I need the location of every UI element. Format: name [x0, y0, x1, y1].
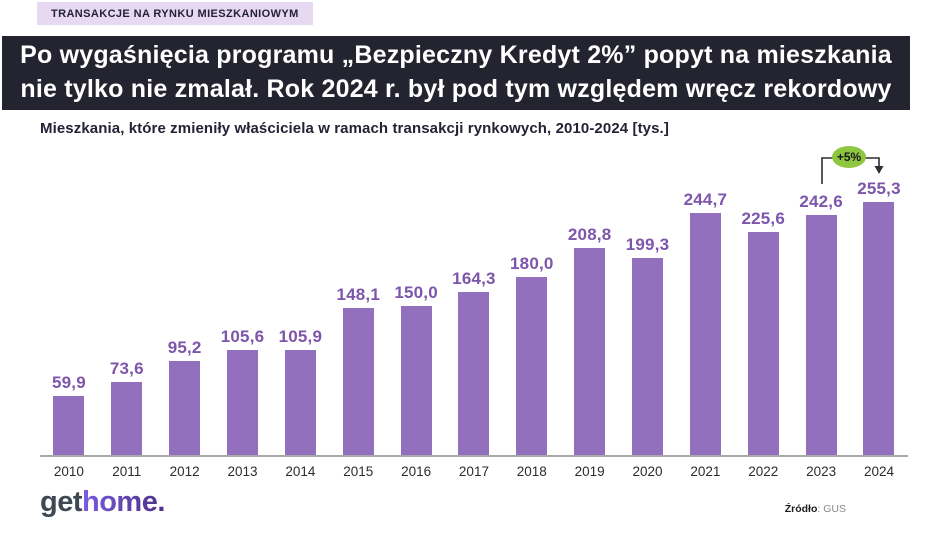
bar-group: 148,1: [329, 150, 387, 455]
bar-group: 105,6: [214, 150, 272, 455]
headline-banner: Po wygaśnięcia programu „Bezpieczny Kred…: [2, 36, 910, 110]
annotation-badge: [832, 146, 866, 168]
bar: [284, 350, 316, 455]
bar-group: 225,6: [734, 150, 792, 455]
bar-value-label: 242,6: [799, 192, 843, 211]
bar: [227, 350, 258, 455]
bar-value-label: 199,3: [625, 235, 670, 254]
source-label: Źródło: [784, 503, 818, 515]
bar-group: 164,3: [445, 150, 503, 455]
x-axis-tick-label: 2013: [227, 464, 258, 479]
x-axis-tick-label: 2014: [285, 464, 316, 479]
x-axis-tick-label: 2021: [690, 464, 721, 479]
bar: [689, 213, 721, 455]
bar-chart: 59,9 73,6 95,2 105,6 105,9 148,1 150,0 164,3 180…: [40, 150, 908, 479]
bar-group: 255,3: [850, 150, 908, 455]
logo-text-get: get: [40, 486, 83, 518]
growth-annotation: +5%: [821, 146, 884, 184]
bar-value-label: 148,1: [336, 285, 380, 304]
bar-value-label: 73,6: [109, 359, 144, 378]
bar: [111, 382, 143, 455]
bar-group: 150,0: [387, 150, 445, 455]
bar-value-label: 225,6: [741, 209, 786, 228]
bar-group: 244,7: [676, 150, 734, 455]
bar-value-label: 244,7: [683, 190, 728, 209]
bar: [400, 306, 432, 455]
bar-group: 180,0: [503, 150, 561, 455]
x-axis-tick-label: 2018: [516, 464, 547, 479]
source-value: : GUS: [817, 503, 846, 515]
bar: [632, 258, 664, 455]
bar-value-label: 255,3: [857, 179, 901, 198]
bar-group: 208,8: [561, 150, 619, 455]
x-axis-ticks: 2010 2011 2012 2013 2014 2015 2016 2017 2018 2019…: [40, 457, 908, 479]
bar-group: 59,9: [40, 150, 98, 455]
bar-value-label: 150,0: [394, 283, 438, 302]
bar: [53, 396, 85, 455]
bar: [747, 232, 779, 455]
bar-value-label: 180,0: [510, 254, 554, 273]
bar-value-label: 105,6: [220, 327, 265, 346]
bar-group: 199,3: [619, 150, 677, 455]
headline-line-1: Po wygaśnięcia programu „Bezpieczny Kred…: [20, 41, 892, 69]
x-axis-tick-label: 2015: [343, 464, 374, 479]
gethome-logo: gethome.: [40, 486, 165, 519]
x-axis-tick-label: 2023: [806, 464, 837, 479]
annotation-arrowhead-icon: [874, 166, 884, 174]
bar: [516, 277, 548, 455]
x-axis-tick-label: 2020: [632, 464, 663, 479]
report-tag-badge: TRANSAKCJE NA RYNKU MIESZKANIOWYM: [37, 2, 313, 25]
bar: [458, 292, 490, 455]
x-axis-tick-label: 2022: [748, 464, 779, 479]
x-axis-tick-label: 2016: [401, 464, 432, 479]
bar: [863, 202, 895, 455]
bar-value-label: 59,9: [51, 373, 86, 392]
x-axis-tick-label: 2017: [458, 464, 489, 479]
x-axis-tick-label: 2019: [574, 464, 605, 479]
annotation-label: +5%: [837, 150, 862, 164]
bar-group: 242,6: [792, 150, 850, 455]
chart-title: Mieszkania, które zmieniły właściciela w…: [40, 120, 669, 137]
x-axis-tick-label: 2024: [863, 464, 894, 479]
bar-group: 105,9: [271, 150, 329, 455]
bar: [805, 215, 837, 455]
logo-text-home: home.: [82, 486, 165, 518]
x-axis-tick-label: 2010: [53, 464, 84, 479]
bar-value-label: 164,3: [452, 269, 496, 288]
x-axis-line: [40, 455, 908, 457]
bar-value-label: 105,9: [278, 327, 323, 346]
bar: [574, 248, 606, 455]
bar: [342, 308, 374, 455]
x-axis-tick-label: 2011: [112, 464, 142, 479]
bar-value-label: 95,2: [167, 338, 202, 357]
bar-group: 73,6: [98, 150, 156, 455]
x-axis-tick-label: 2012: [169, 464, 200, 479]
source-note: Źródło: GUS: [785, 503, 846, 515]
bar: [169, 361, 201, 455]
bar-group: 95,2: [156, 150, 214, 455]
bar-value-label: 208,8: [567, 225, 612, 244]
headline-line-2: nie tylko nie zmalał. Rok 2024 r. był po…: [20, 75, 892, 103]
bars-row: 59,9 73,6 95,2 105,6 105,9 148,1 150,0 164,3 180…: [40, 150, 908, 455]
